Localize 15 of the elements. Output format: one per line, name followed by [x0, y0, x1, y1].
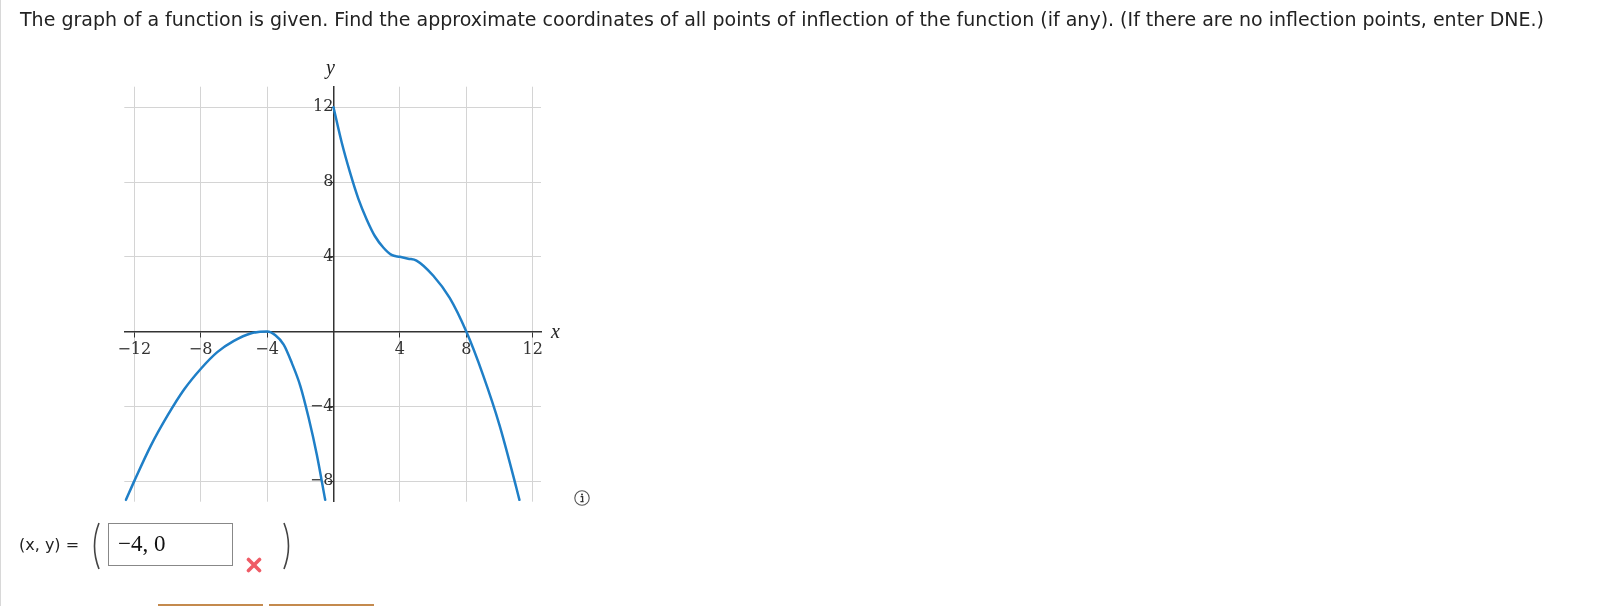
input-field: −4, 0 — [108, 523, 233, 566]
y-tick-label: 8 — [323, 171, 334, 191]
x-tick-label: −8 — [188, 339, 213, 359]
x-tick-label: 8 — [461, 339, 472, 359]
x-axis-title: x — [550, 319, 560, 342]
x-tick-label: 12 — [522, 339, 543, 359]
y-axis-title: y — [324, 55, 336, 79]
text: (x, y) = — [19, 535, 80, 554]
x-tick-label: −4 — [255, 339, 279, 359]
x-tick-label: 4 — [394, 339, 405, 359]
x-tick-label: −12 — [117, 339, 152, 359]
y-tick-label: −4 — [309, 395, 334, 415]
text: The graph of a function is given. Find the approximate coordinates of all points of inflection of the function (if any). (If there are no inflection points, enter DNE.) — [20, 8, 1544, 30]
y-tick-label: 4 — [323, 245, 334, 265]
y-tick-label: 12 — [313, 96, 334, 116]
